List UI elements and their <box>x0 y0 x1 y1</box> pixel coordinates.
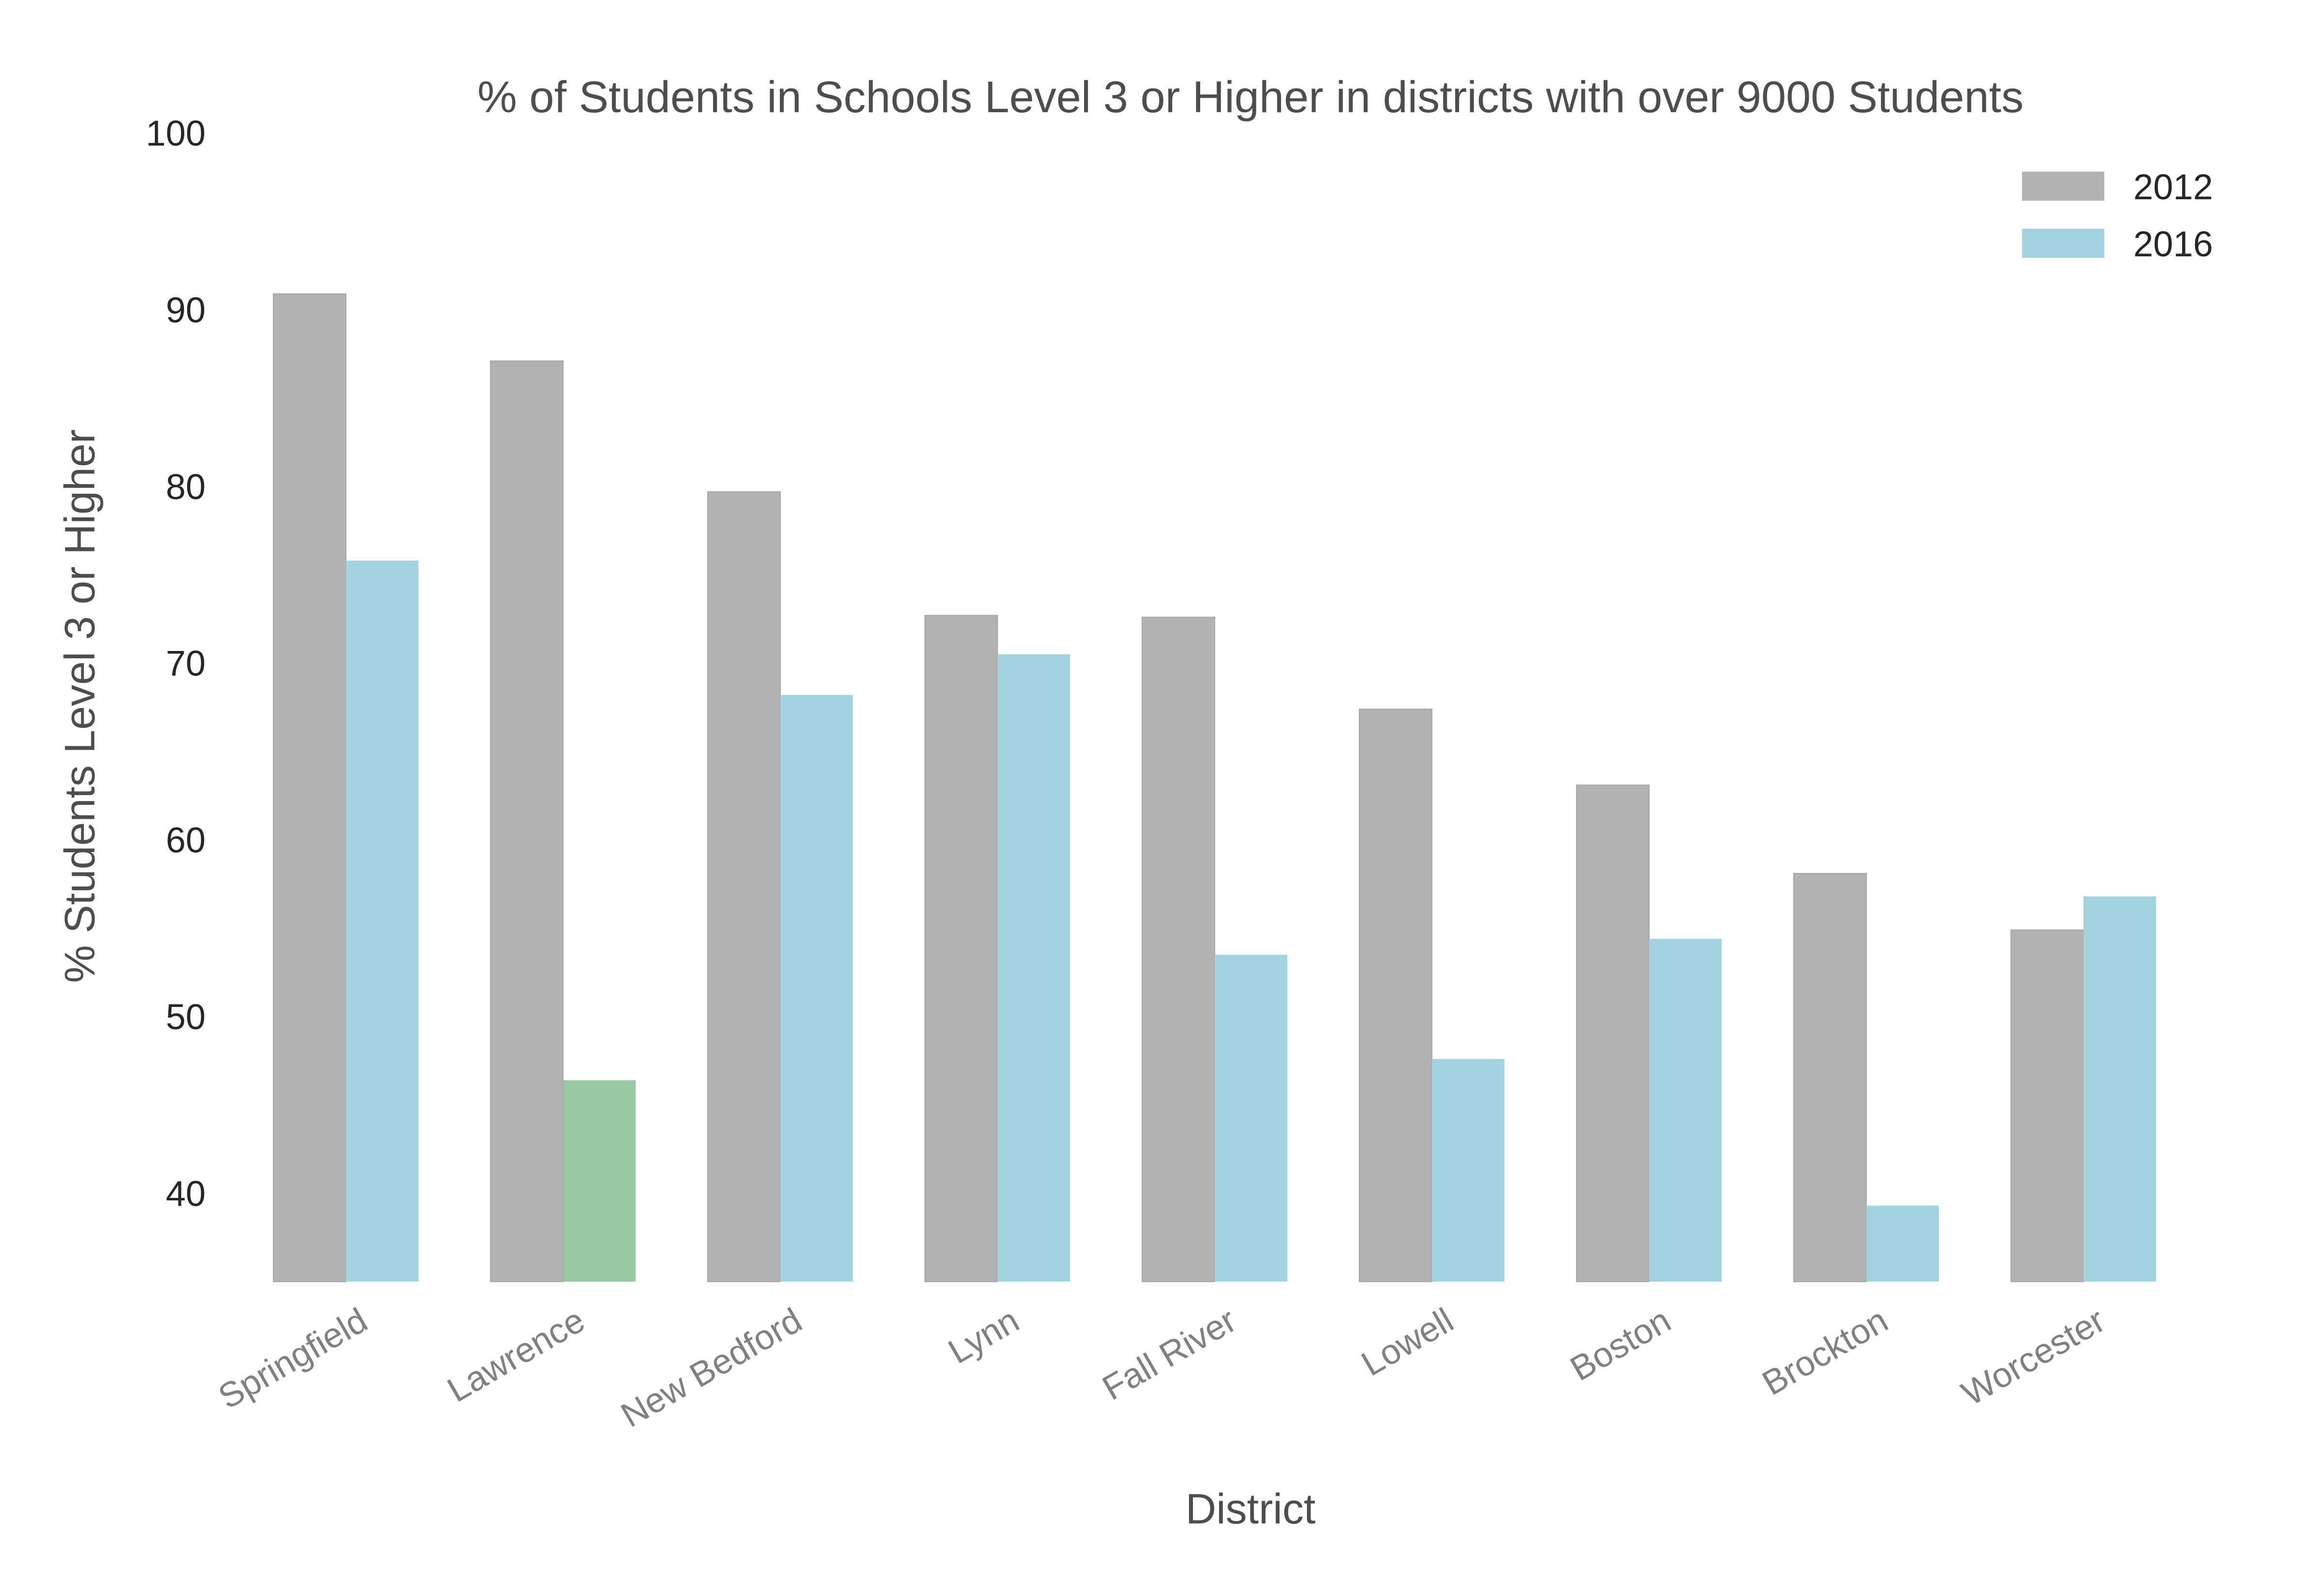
bar-2012-fall-river <box>1142 617 1215 1282</box>
bar-2012-lowell <box>1359 709 1432 1282</box>
y-tick-label: 100 <box>146 113 206 153</box>
x-tick-label: Lowell <box>1355 1301 1460 1384</box>
bar-2012-lawrence <box>490 360 564 1282</box>
bar-2012-springfield <box>273 293 346 1282</box>
y-axis-label: % Students Level 3 or Higher <box>56 429 104 983</box>
bar-2016-brockton <box>1866 1205 1939 1282</box>
bar-2016-boston <box>1649 939 1722 1282</box>
legend-label-2016: 2016 <box>2133 224 2213 264</box>
bar-2016-worcester <box>2084 896 2156 1282</box>
legend: 2012 2016 <box>2022 167 2213 264</box>
legend-swatch-2012 <box>2022 172 2104 201</box>
bar-2012-boston <box>1576 784 1650 1282</box>
x-tick-label: Lynn <box>942 1301 1026 1372</box>
x-tick-label: Brockton <box>1756 1301 1894 1403</box>
bar-2012-worcester <box>2010 929 2084 1282</box>
y-tick-label: 80 <box>166 467 206 507</box>
x-tick-label: Lawrence <box>441 1301 591 1410</box>
x-tick-label: New Bedford <box>615 1301 808 1435</box>
bar-2012-brockton <box>1793 872 1867 1282</box>
y-tick-label: 50 <box>166 997 206 1037</box>
bar-2016-springfield <box>346 561 418 1282</box>
chart-title: % of Students in Schools Level 3 or High… <box>477 73 2024 122</box>
y-tick-label: 40 <box>166 1173 206 1213</box>
bar-2012-new-bedford <box>707 491 781 1283</box>
x-tick-label: Worcester <box>1955 1301 2112 1414</box>
legend-label-2012: 2012 <box>2133 167 2213 207</box>
y-tick-label: 90 <box>166 290 206 330</box>
y-axis-ticks: 40 50 60 70 80 90 100 <box>146 113 206 1213</box>
x-tick-label: Springfield <box>212 1301 374 1417</box>
bar-2016-new-bedford <box>780 695 853 1282</box>
x-axis-ticks: Springfield Lawrence New Bedford Lynn Fall R… <box>212 1301 2112 1435</box>
bar-2016-lynn <box>997 654 1070 1282</box>
bar-2016-lawrence <box>563 1080 636 1282</box>
bar-2012-lynn <box>924 615 998 1282</box>
legend-swatch-2016 <box>2022 229 2104 258</box>
bars <box>273 293 2156 1283</box>
x-axis-label: District <box>1186 1485 1316 1533</box>
y-tick-label: 60 <box>166 820 206 860</box>
x-tick-label: Fall River <box>1096 1301 1243 1408</box>
y-tick-label: 70 <box>166 643 206 683</box>
bar-2016-fall-river <box>1215 955 1287 1282</box>
bar-2016-lowell <box>1432 1059 1504 1282</box>
x-tick-label: Boston <box>1564 1301 1677 1389</box>
